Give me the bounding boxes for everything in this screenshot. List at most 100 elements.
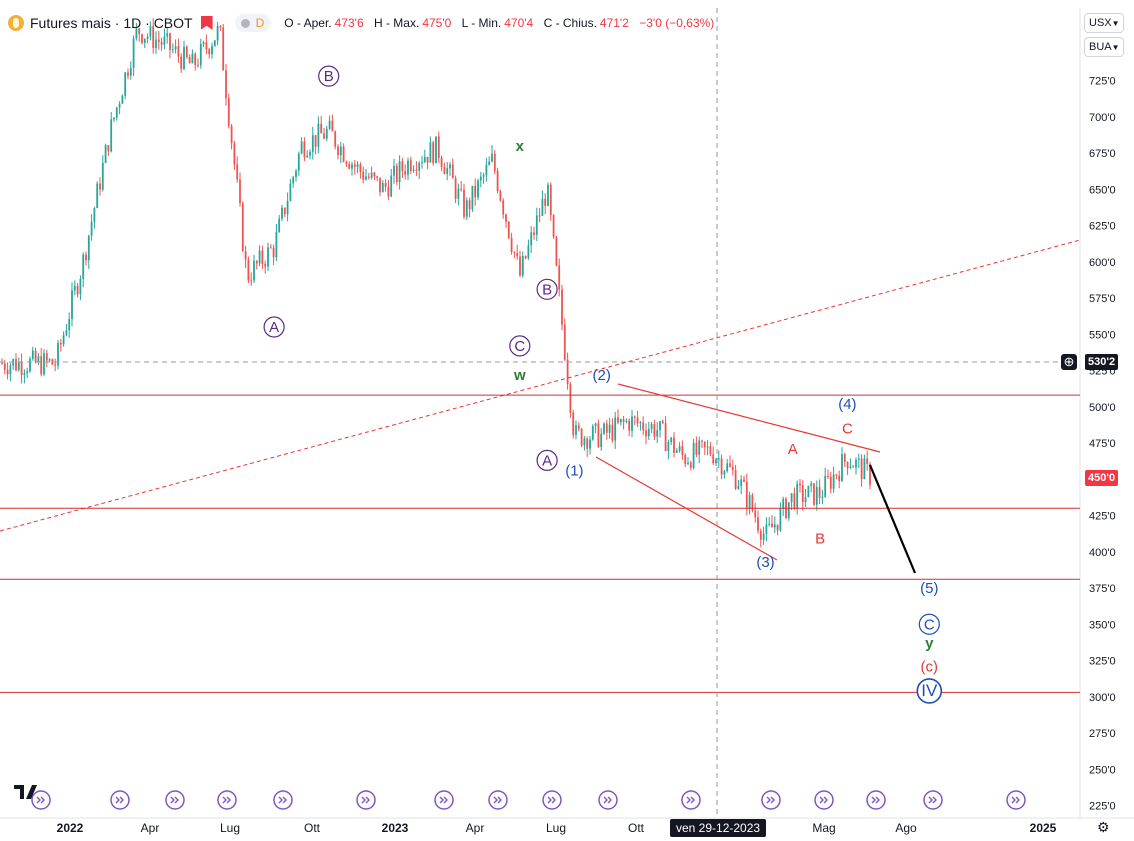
candle-body (818, 487, 821, 498)
candle-body (698, 440, 701, 455)
symbol-title[interactable]: Futures mais · 1D · CBOT (30, 15, 193, 31)
candle-body (118, 103, 121, 108)
candle-body (415, 169, 418, 171)
candle-body (412, 169, 415, 171)
candle-body (474, 185, 477, 198)
candle-body (300, 141, 303, 154)
price-tick-label: 325'0 (1089, 656, 1116, 668)
time-tick-label: Ago (895, 821, 917, 835)
candle-body (367, 176, 370, 178)
price-tick-label: 475'0 (1089, 438, 1116, 450)
candle-body (85, 254, 87, 261)
dashed-trendline (0, 239, 1081, 532)
candle-body (166, 33, 169, 37)
candle-body (838, 475, 841, 482)
candle-body (325, 128, 328, 139)
candle-body (177, 46, 180, 57)
candle-body (379, 177, 381, 193)
candle-body (603, 423, 605, 434)
candle-body (712, 454, 715, 464)
candle-body (96, 183, 99, 209)
price-tick-label: 700'0 (1089, 112, 1116, 124)
data-status-pill[interactable]: D (234, 14, 271, 32)
wave-labels: B Ax Cw B A (1) (2) (3) A B (4) C (5) Cy (c) IV (263, 65, 943, 704)
candle-body (295, 170, 297, 178)
wave-label-text: w (513, 367, 526, 384)
event-arrow-icon (928, 796, 937, 804)
candle-body (393, 165, 395, 176)
candle-body (370, 172, 373, 178)
candle-body (258, 250, 261, 264)
candle-body (701, 440, 703, 442)
candle-body (309, 151, 311, 156)
wave-label-text: A (788, 441, 798, 458)
candle-body (706, 446, 709, 448)
currency-select[interactable]: USX ▼ (1084, 13, 1124, 33)
price-tick-label: 600'0 (1089, 257, 1116, 269)
candle-body (152, 25, 155, 48)
candle-body (138, 28, 141, 35)
candle-body (250, 280, 253, 282)
candle-body (446, 168, 449, 175)
ohlc-values: O - Aper. 473'6 H - Max. 475'0 L - Min. 470… (284, 16, 721, 30)
time-tick-label: 2023 (382, 821, 409, 835)
candle-body (202, 42, 205, 44)
candle-body (227, 98, 230, 127)
candle-body (734, 470, 737, 489)
wave-label-circle (318, 65, 340, 87)
candle-body (586, 438, 589, 449)
channel-lower-line (595, 456, 778, 561)
candle-body (561, 289, 563, 325)
add-plus-icon[interactable]: ⊕ (1061, 354, 1077, 370)
candle-body (239, 179, 241, 204)
candle-body (15, 359, 17, 371)
candle-body (589, 439, 591, 449)
time-tick-label: Mag (812, 821, 835, 835)
unit-select[interactable]: BUA ▼ (1084, 37, 1124, 57)
candle-body (687, 462, 689, 465)
candle-body (362, 171, 365, 180)
candle-body (157, 39, 160, 43)
candle-body (591, 425, 594, 440)
candle-body (421, 162, 423, 164)
candle-body (659, 421, 661, 431)
candle-body (320, 123, 323, 134)
price-tick-label: 225'0 (1089, 801, 1116, 813)
candle-body (387, 186, 390, 197)
candle-body (748, 495, 751, 508)
candle-body (34, 350, 37, 363)
candle-body (614, 417, 617, 441)
candle-body (443, 167, 446, 175)
candle-body (796, 483, 799, 509)
wave-label-text: (1) (565, 463, 583, 480)
high-label: H - Max. (373, 16, 420, 30)
candle-body (255, 261, 258, 264)
event-arrow-icon (361, 796, 370, 804)
candle-body (247, 259, 250, 281)
wave-label-text: y (925, 635, 934, 652)
channel-upper-line (617, 383, 881, 453)
settings-gear-icon[interactable]: ⚙ (1097, 819, 1110, 835)
candle-body (213, 40, 216, 47)
time-tick-label: Apr (466, 821, 485, 835)
candle-body (171, 49, 174, 51)
candle-body (857, 458, 860, 460)
wave-label-circle (509, 335, 531, 357)
candle-body (82, 254, 85, 279)
candle-body (29, 358, 31, 372)
candle-body (342, 146, 345, 162)
candle-body (521, 255, 524, 276)
candle-body (110, 119, 113, 152)
candle-body (384, 182, 387, 187)
candle-body (535, 215, 538, 235)
candle-body (510, 237, 513, 252)
candle-body (773, 524, 776, 528)
flag-icon[interactable] (200, 16, 213, 30)
candle-body (253, 261, 255, 281)
price-tick-label: 550'0 (1089, 329, 1116, 341)
candle-body (345, 161, 348, 165)
event-arrow-icon (686, 796, 695, 804)
candle-body (104, 145, 107, 163)
candle-body (801, 485, 804, 503)
